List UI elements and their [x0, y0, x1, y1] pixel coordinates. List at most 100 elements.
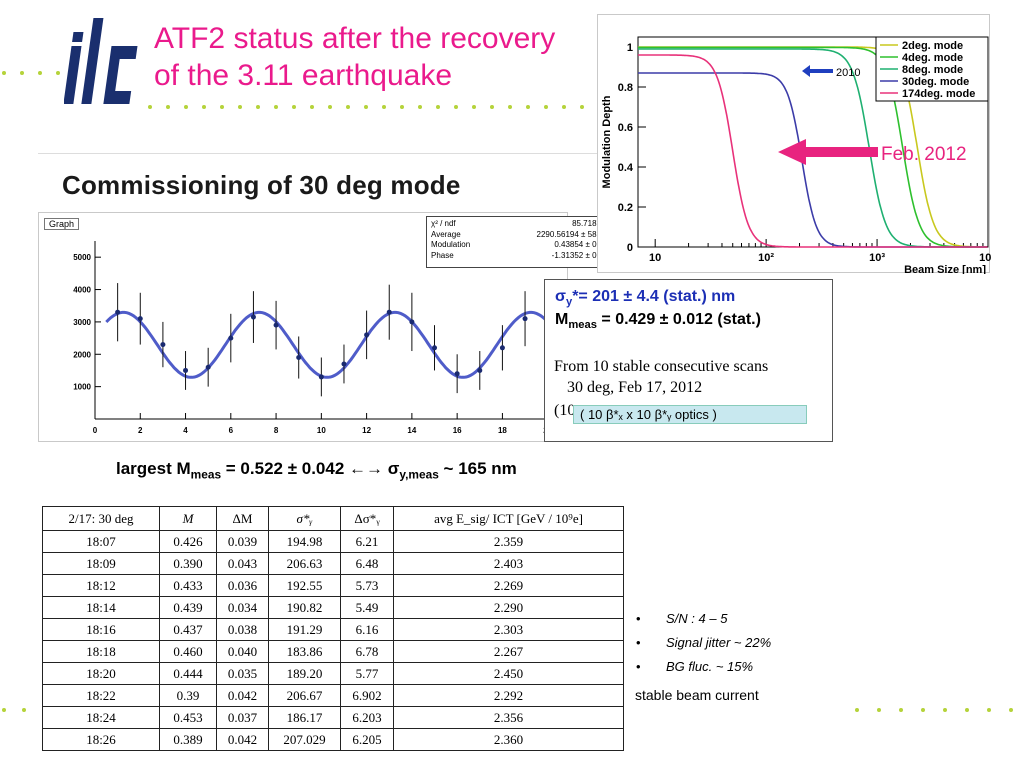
fit-plot-svg: 0246810121416182010002000300040005000	[73, 241, 559, 435]
x-tick-label: 2	[138, 426, 143, 435]
data-point	[137, 316, 143, 322]
stat-row: Modulation 0.43854 ± 0.03388	[431, 240, 621, 251]
data-point	[228, 335, 234, 341]
table-cell: 183.86	[268, 640, 341, 663]
sigma-symbol: σ	[555, 288, 566, 305]
stat-label: χ² / ndf	[431, 219, 456, 228]
table-cell: 2.356	[393, 706, 624, 729]
table-cell: 0.39	[159, 684, 217, 707]
table-row: 18:14 0.439 0.034 190.82 5.49 2.290	[42, 596, 624, 619]
table-cell: 18:18	[42, 640, 160, 663]
x-tick-label: 10⁴	[979, 252, 991, 264]
table-cell: 194.98	[268, 530, 341, 553]
table-cell: 0.389	[159, 728, 217, 751]
data-point	[454, 371, 460, 377]
y-axis-label: Modulation Depth	[601, 95, 613, 188]
sigma-meas-value: ~ 165 nm	[438, 459, 517, 478]
table-cell: 207.029	[268, 728, 341, 751]
table-row: 18:07 0.426 0.039 194.98 6.21 2.359	[42, 530, 624, 553]
series-line	[638, 46, 988, 248]
table-cell: 2.359	[393, 530, 624, 553]
table-row: 18:20 0.444 0.035 189.20 5.77 2.450	[42, 662, 624, 685]
table-cell: 0.043	[216, 552, 269, 575]
x-tick-label: 10	[649, 252, 661, 264]
largest-modulation-line: largest Mmeas = 0.522 ± 0.042 ←→ σy,meas…	[116, 459, 517, 481]
table-cell: 6.21	[340, 530, 394, 553]
bullet: •	[636, 611, 641, 626]
table-cell: 18:20	[42, 662, 160, 685]
data-point	[115, 309, 121, 315]
y-tick-label: 1000	[73, 383, 91, 392]
x-tick-label: 8	[274, 426, 279, 435]
x-tick-label: 18	[498, 426, 507, 435]
col-header-dsigma: Δσ*ᵧ	[340, 506, 394, 531]
x-tick-label: 10³	[869, 252, 885, 264]
m-symbol: M	[555, 311, 569, 328]
slide-title: ATF2 status after the recovery of the 3.…	[154, 22, 556, 92]
arrow-2010-icon	[802, 65, 833, 77]
table-cell: 2.292	[393, 684, 624, 707]
y-tick-label: 3000	[73, 318, 91, 327]
m-subscript: meas	[568, 319, 597, 332]
table-cell: 6.902	[340, 684, 394, 707]
x-tick-label: 16	[453, 426, 462, 435]
data-point	[341, 361, 347, 367]
table-row: 18:18 0.460 0.040 183.86 6.78 2.267	[42, 640, 624, 663]
table-cell: 0.038	[216, 618, 269, 641]
scan-description: From 10 stable consecutive scans	[554, 358, 769, 375]
y-tick-label: 0	[627, 242, 633, 254]
sigma-meas-sub: y,meas	[399, 467, 439, 482]
stat-row: Phase -1.31352 ± 0.08236	[431, 251, 621, 262]
table-header-row: 2/17: 30 deg M ΔM σ*ᵧ Δσ*ᵧ avg E_sig/ IC…	[42, 506, 624, 531]
table-cell: 190.82	[268, 596, 341, 619]
stat-label: Average	[431, 229, 461, 239]
data-point	[205, 364, 211, 370]
decor-dots-left	[2, 71, 60, 75]
table-row: 18:24 0.453 0.037 186.17 6.203 2.356	[42, 706, 624, 729]
table-cell: 6.203	[340, 706, 394, 729]
stat-value: 0.43854 ± 0.03388	[554, 240, 621, 249]
table-cell: 0.460	[159, 640, 217, 663]
table-cell: 0.035	[216, 662, 269, 685]
bullet: •	[636, 659, 641, 674]
table-cell: 0.042	[216, 684, 269, 707]
col-header-energy: avg E_sig/ ICT [GeV / 10⁹e]	[393, 506, 624, 531]
x-tick-label: 0	[93, 426, 98, 435]
data-point	[273, 322, 279, 328]
data-point	[499, 345, 505, 351]
x-tick-label: 10	[317, 426, 326, 435]
data-point	[296, 355, 302, 361]
table-cell: 2.269	[393, 574, 624, 597]
data-point	[386, 309, 392, 315]
x-tick-label: 4	[183, 426, 188, 435]
table-cell: 2.360	[393, 728, 624, 751]
table-cell: 0.426	[159, 530, 217, 553]
table-cell: 0.453	[159, 706, 217, 729]
fit-curve	[105, 310, 556, 379]
table-cell: 0.040	[216, 640, 269, 663]
y-tick-label: 2000	[73, 350, 91, 359]
result-box: σy*= 201 ± 4.4 (stat.) nm Mmeas = 0.429 …	[544, 279, 833, 442]
table-row: 18:16 0.437 0.038 191.29 6.16 2.303	[42, 618, 624, 641]
largest-sub: meas	[190, 467, 222, 482]
annotation-feb-2012: Feb. 2012	[881, 144, 967, 165]
table-cell: 206.67	[268, 684, 341, 707]
table-row: 18:12 0.433 0.036 192.55 5.73 2.269	[42, 574, 624, 597]
table-cell: 2.290	[393, 596, 624, 619]
data-point	[432, 345, 438, 351]
table-cell: 0.037	[216, 706, 269, 729]
decor-dots-mid	[148, 105, 620, 109]
data-point	[160, 342, 166, 348]
ilc-logo	[64, 18, 138, 104]
table-cell: 18:14	[42, 596, 160, 619]
legend-label: 30deg. mode	[902, 76, 969, 88]
table-cell: 191.29	[268, 618, 341, 641]
note-text: Signal jitter ~ 22%	[666, 635, 772, 650]
table-cell: 189.20	[268, 662, 341, 685]
modulation-result: Mmeas = 0.429 ± 0.012 (stat.)	[555, 311, 761, 331]
table-cell: 18:24	[42, 706, 160, 729]
table-cell: 0.042	[216, 728, 269, 751]
col-header-dm: ΔM	[216, 506, 269, 531]
table-cell: 18:26	[42, 728, 160, 751]
y-tick-label: 0.2	[618, 202, 633, 214]
